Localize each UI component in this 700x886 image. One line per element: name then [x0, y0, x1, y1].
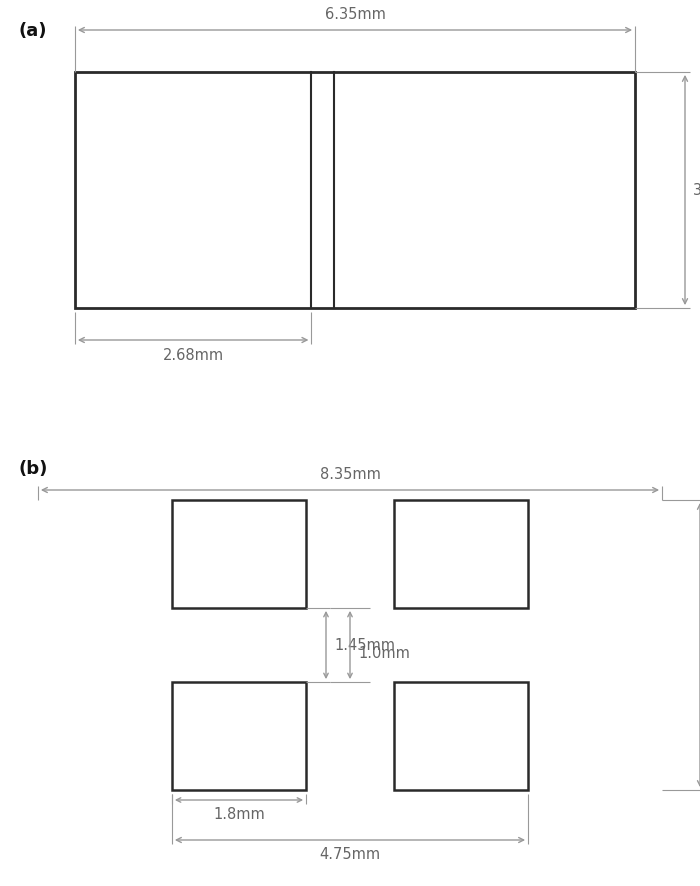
- Bar: [172, 682, 306, 790]
- Text: 2.68mm: 2.68mm: [162, 348, 224, 363]
- Text: 8.35mm: 8.35mm: [320, 467, 380, 482]
- Text: 1.45mm: 1.45mm: [334, 638, 395, 652]
- Text: 6.35mm: 6.35mm: [325, 7, 386, 22]
- Text: (b): (b): [18, 460, 48, 478]
- Text: 1.0mm: 1.0mm: [358, 646, 410, 660]
- Text: 1.8mm: 1.8mm: [213, 807, 265, 822]
- Text: 4.75mm: 4.75mm: [319, 847, 381, 862]
- Text: (a): (a): [18, 22, 46, 40]
- Bar: [172, 500, 306, 608]
- Text: 3.18mm: 3.18mm: [693, 183, 700, 198]
- Bar: [394, 682, 528, 790]
- Bar: [394, 500, 528, 608]
- Bar: [75, 72, 635, 308]
